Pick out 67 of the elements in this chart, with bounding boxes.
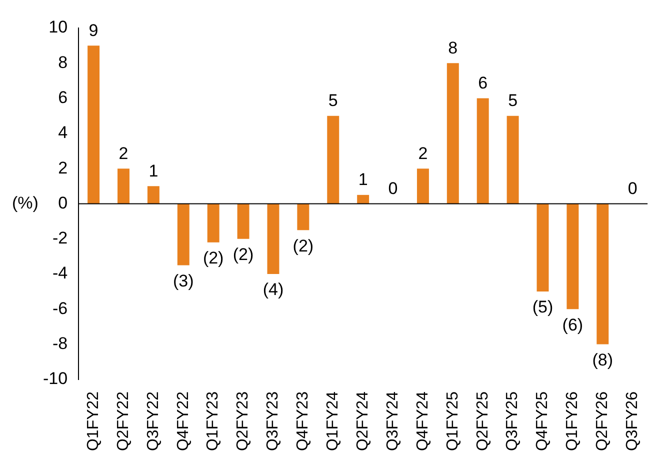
x-tick-label: Q3FY23 [264, 391, 282, 452]
y-tick-label: 10 [48, 18, 68, 37]
data-label: 2 [118, 144, 128, 163]
data-label: 2 [418, 144, 428, 163]
y-tick-label: 6 [58, 88, 68, 107]
bar [177, 204, 190, 266]
y-tick-label: -8 [52, 334, 68, 353]
x-tick-label: Q4FY23 [294, 391, 312, 452]
bar [446, 63, 459, 204]
data-label: (6) [562, 315, 584, 334]
x-tick-label: Q1FY26 [564, 391, 582, 452]
bar [207, 204, 220, 242]
data-label: 5 [328, 91, 338, 110]
x-tick-label: Q3FY25 [504, 391, 522, 452]
x-tick-label: Q1FY23 [204, 391, 222, 452]
x-tick-label: Q2FY22 [114, 391, 132, 452]
x-tick-label: Q3FY22 [144, 391, 162, 452]
bar [297, 204, 310, 230]
bar [267, 204, 280, 274]
bar [536, 204, 549, 292]
bar [237, 204, 250, 239]
x-tick-label: Q4FY22 [174, 391, 192, 452]
y-tick-label: 8 [58, 52, 68, 72]
bar [327, 116, 340, 204]
bar [118, 168, 130, 204]
data-label: 8 [448, 38, 458, 58]
bar [596, 204, 609, 344]
y-tick-label: -4 [52, 264, 68, 283]
data-label: (8) [592, 350, 614, 370]
data-label: (2) [232, 245, 254, 264]
data-label: 1 [148, 161, 158, 180]
x-tick-label: Q3FY26 [624, 391, 641, 452]
data-label: 9 [88, 20, 98, 40]
data-label: (3) [172, 271, 194, 290]
x-tick-label: Q3FY24 [384, 391, 402, 452]
y-tick-label: 2 [58, 158, 68, 178]
x-tick-label: Q1FY25 [444, 391, 462, 452]
data-label: (4) [262, 280, 284, 300]
data-label: (5) [532, 298, 554, 317]
data-label: 0 [388, 178, 398, 198]
data-label: (2) [202, 248, 224, 268]
y-tick-label: -2 [52, 228, 68, 248]
y-tick-label: -6 [52, 298, 68, 318]
x-tick-label: Q2FY24 [354, 391, 372, 452]
data-label: (2) [292, 236, 314, 256]
bar [476, 98, 489, 204]
bar [88, 46, 100, 204]
bar [506, 116, 519, 204]
data-label: 5 [508, 91, 518, 110]
data-label: 0 [628, 178, 638, 198]
y-tick-label: -10 [42, 369, 68, 388]
y-axis-title: (%) [12, 193, 38, 212]
bar [357, 194, 370, 204]
y-tick-label: 0 [58, 193, 68, 212]
x-tick-label: Q2FY23 [234, 391, 252, 452]
data-label: 1 [358, 170, 368, 190]
data-label: 6 [478, 73, 488, 92]
bar [566, 204, 579, 310]
x-tick-label: Q4FY24 [414, 391, 432, 452]
x-tick-label: Q4FY25 [534, 391, 552, 452]
x-tick-label: Q1FY22 [84, 391, 102, 452]
x-tick-label: Q2FY26 [594, 391, 612, 452]
bar [147, 186, 160, 204]
x-tick-label: Q1FY24 [324, 391, 342, 452]
bar [416, 168, 429, 204]
x-tick-label: Q2FY25 [474, 391, 492, 452]
y-tick-label: 4 [58, 123, 68, 142]
